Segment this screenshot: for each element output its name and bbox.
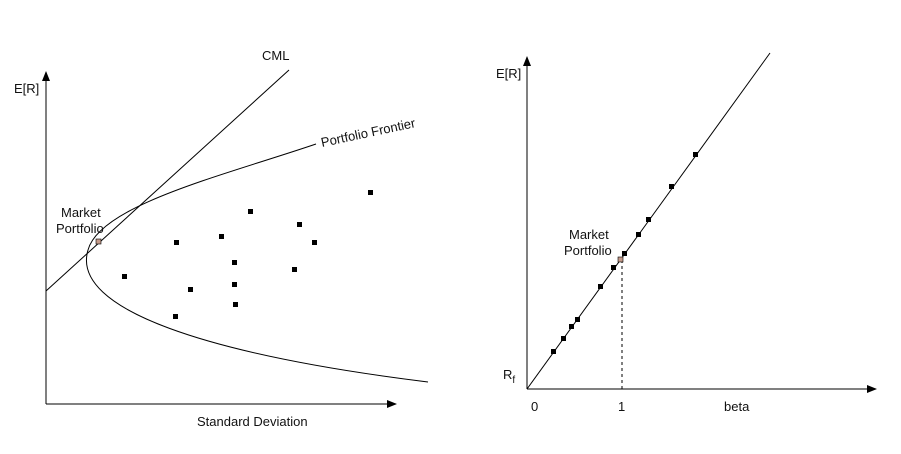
left-market-portfolio-marker (95, 238, 102, 245)
tick-label-0: 0 (531, 399, 538, 414)
sml-point (693, 152, 698, 157)
asset-point (188, 287, 193, 292)
sml-point (622, 251, 627, 256)
cml-label: CML (262, 48, 289, 63)
asset-point (173, 314, 178, 319)
sml-point (569, 324, 574, 329)
portfolio-frontier-label: Portfolio Frontier (320, 115, 418, 150)
left-x-axis-label: Standard Deviation (197, 414, 308, 429)
sml-point (611, 265, 616, 270)
sml-point (646, 217, 651, 222)
right-panel: E[R] beta Rf 0 1 Market Portfolio (496, 52, 877, 414)
left-market-label-line1: Market (61, 205, 101, 220)
asset-point (233, 302, 238, 307)
asset-point (248, 209, 253, 214)
asset-point (174, 240, 179, 245)
sml-point (575, 317, 580, 322)
asset-point (312, 240, 317, 245)
asset-point (232, 260, 237, 265)
asset-point (232, 282, 237, 287)
cml-line (45, 69, 290, 292)
right-market-label-line1: Market (569, 227, 609, 242)
right-market-label-line2: Portfolio (564, 243, 612, 258)
sml-point (598, 284, 603, 289)
sml-point (636, 232, 641, 237)
sml-point (561, 336, 566, 341)
portfolio-frontier-curve (85, 143, 429, 383)
asset-point (368, 190, 373, 195)
left-panel: E[R] Standard Deviation CML Portfolio Fr… (14, 48, 429, 429)
sml-point (551, 349, 556, 354)
asset-point (122, 274, 127, 279)
sml-points (551, 152, 698, 354)
asset-point (219, 234, 224, 239)
asset-point (297, 222, 302, 227)
left-market-label-line2: Portfolio (56, 221, 104, 236)
right-y-axis-label: E[R] (496, 66, 521, 81)
rf-label: Rf (503, 367, 515, 386)
sml-point (669, 184, 674, 189)
left-y-axis-label: E[R] (14, 81, 39, 96)
tick-label-1: 1 (618, 399, 625, 414)
asset-point (292, 267, 297, 272)
asset-points (122, 190, 373, 319)
right-market-portfolio-marker (617, 256, 624, 263)
right-x-axis-label: beta (724, 399, 750, 414)
